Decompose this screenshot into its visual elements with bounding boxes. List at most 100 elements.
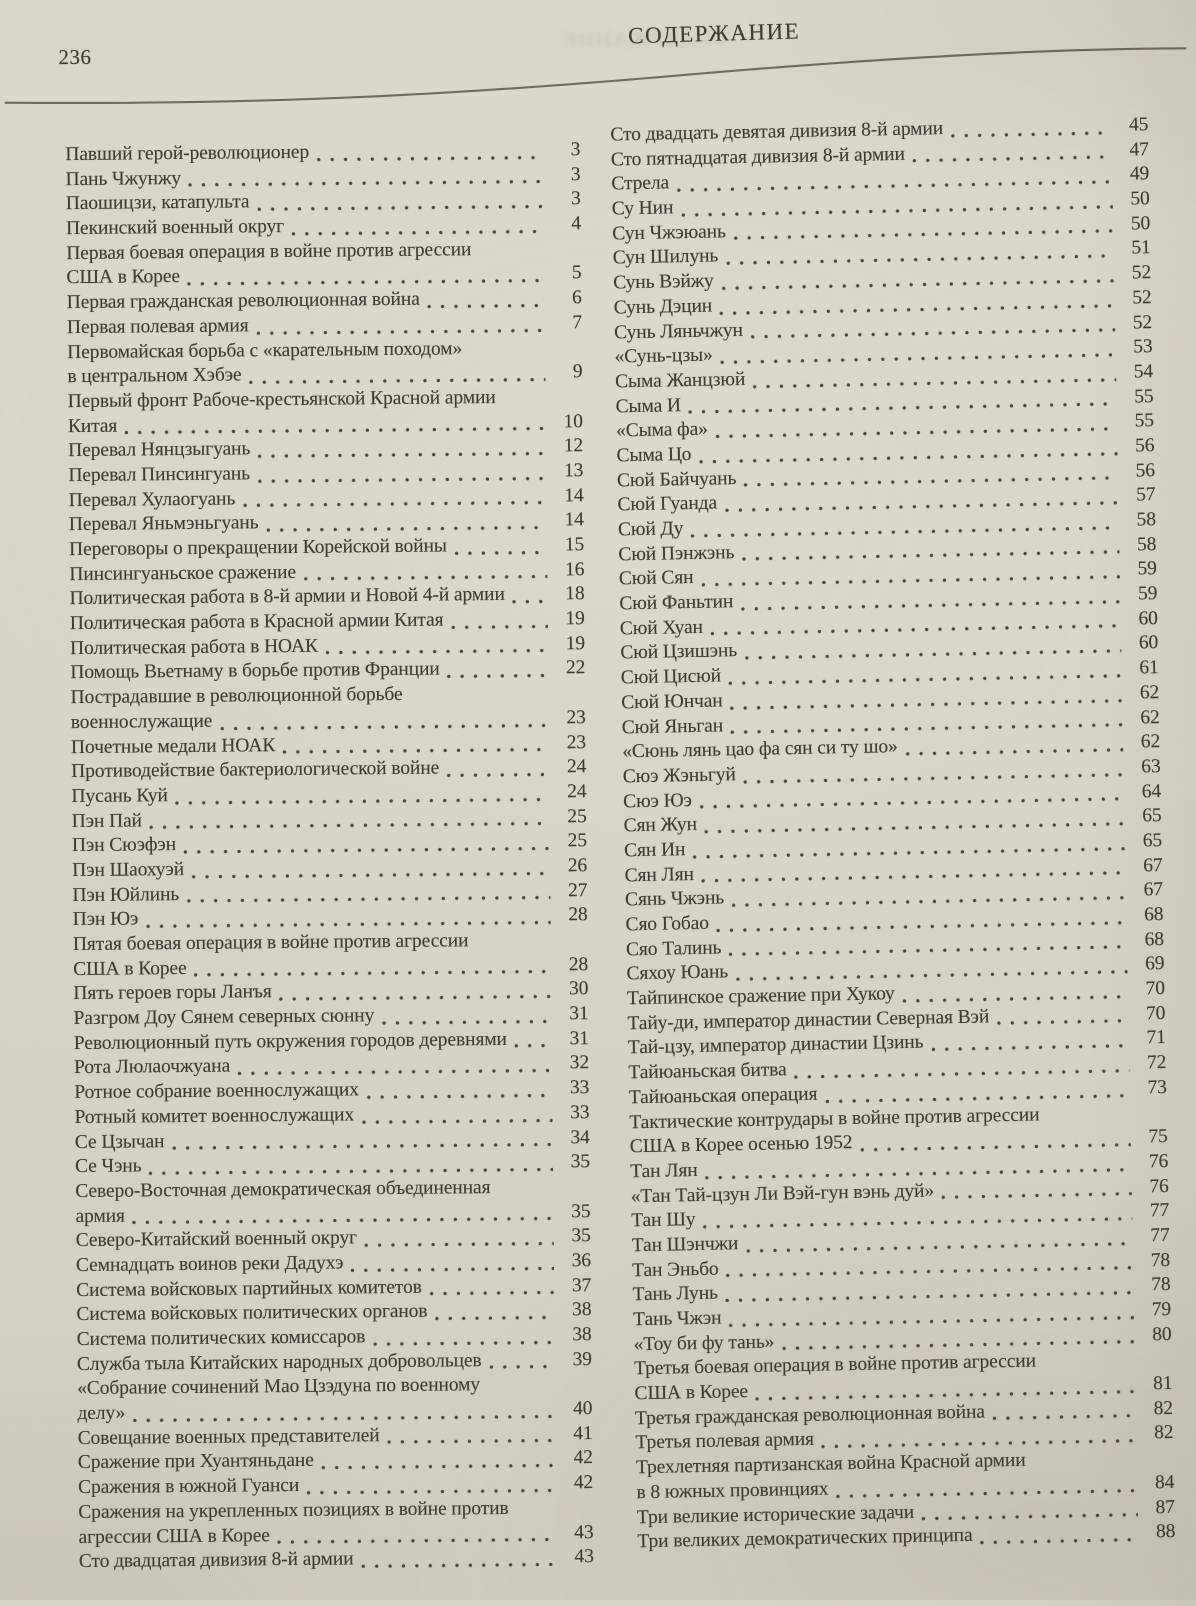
dot-leader bbox=[187, 178, 544, 189]
entry-page-number: 77 bbox=[1149, 1200, 1170, 1222]
toc-column-right: Сто двадцать девятая дивизия 8-й армии 45… bbox=[610, 114, 1175, 1556]
entry-title: Сюэ Юэ bbox=[622, 789, 693, 812]
entry-title: Китая bbox=[67, 415, 118, 437]
entry-title: Три великие исторические задачи bbox=[636, 1501, 915, 1528]
entry-page-number: 38 bbox=[572, 1324, 592, 1346]
dot-leader bbox=[996, 1018, 1129, 1027]
entry-page-number: 19 bbox=[565, 608, 585, 630]
entry-title: Сяо Талинь bbox=[625, 937, 722, 961]
entry-page-number: 6 bbox=[571, 287, 582, 309]
entry-page-number: 35 bbox=[571, 1225, 591, 1247]
dot-leader bbox=[434, 1314, 555, 1322]
entry-page-number: 65 bbox=[1142, 829, 1163, 852]
dot-leader bbox=[276, 1536, 557, 1546]
entry-page-number: 43 bbox=[574, 1521, 594, 1543]
entry-page-number: 27 bbox=[567, 879, 588, 901]
dot-leader bbox=[291, 228, 545, 237]
entry-page-number: 82 bbox=[1153, 1422, 1174, 1444]
entry-page-number: 32 bbox=[569, 1052, 590, 1074]
dot-leader bbox=[242, 499, 547, 509]
entry-page-number: 14 bbox=[564, 484, 584, 506]
entry-title: в центральном Хэбэе bbox=[67, 364, 242, 388]
entry-page-number: 16 bbox=[564, 558, 585, 581]
entry-page-number: 82 bbox=[1153, 1397, 1174, 1420]
entry-page-number: 12 bbox=[563, 435, 584, 457]
entry-title: Почетные медали НОАК bbox=[70, 734, 276, 758]
entry-title: Сун Шилунь bbox=[612, 245, 719, 269]
entry-page-number: 76 bbox=[1149, 1175, 1169, 1197]
entry-page-number: 84 bbox=[1154, 1471, 1175, 1494]
entry-page-number: 63 bbox=[1141, 755, 1161, 778]
entry-title: Тань Лунь bbox=[632, 1282, 719, 1306]
entry-page-number: 78 bbox=[1151, 1274, 1171, 1296]
entry-page-number: 19 bbox=[565, 632, 586, 655]
entry-title: Служба тыла Китайских народных доброволь… bbox=[76, 1349, 482, 1375]
entry-page-number: 37 bbox=[571, 1274, 592, 1296]
entry-title: Противодействие бактериологической войне bbox=[71, 757, 440, 783]
entry-page-number: 33 bbox=[569, 1077, 590, 1099]
entry-page-number: 50 bbox=[1130, 188, 1150, 210]
entry-page-number: 76 bbox=[1148, 1150, 1169, 1173]
entry-title: Сюэ Жэньгуй bbox=[622, 764, 736, 788]
entry-title: Тайпинское сражение при Хукоу bbox=[626, 983, 895, 1010]
entry-page-number: 70 bbox=[1145, 978, 1166, 1000]
dot-leader bbox=[324, 647, 549, 657]
dot-leader bbox=[174, 796, 550, 806]
entry-title: Пятая боевая операция в войне против агр… bbox=[72, 930, 469, 956]
entry-page-number: 70 bbox=[1145, 1002, 1166, 1025]
entry-title: Перевал Пинсингуань bbox=[68, 463, 251, 487]
entry-page-number: 49 bbox=[1129, 163, 1150, 185]
dot-leader bbox=[186, 894, 551, 905]
dot-leader bbox=[303, 573, 548, 583]
entry-page-number: 67 bbox=[1143, 879, 1164, 901]
entry-page-number: 43 bbox=[574, 1546, 594, 1568]
entry-title: Сто пятнадцатая дивизия 8-й армии bbox=[610, 143, 905, 171]
entry-title: Перевал Яньмэньгуань bbox=[68, 512, 259, 536]
entry-page-number: 64 bbox=[1141, 780, 1162, 802]
entry-title: США в Корее bbox=[66, 266, 181, 289]
entry-title: Пэн Сюэфэн bbox=[71, 834, 177, 857]
entry-page-number: 3 bbox=[570, 163, 581, 185]
entry-page-number: 24 bbox=[567, 780, 587, 803]
entry-title: Северо-Восточная демократическая объедин… bbox=[75, 1176, 491, 1202]
entry-page-number: 26 bbox=[567, 855, 588, 877]
entry-title: Пять героев горы Ланъя bbox=[73, 981, 272, 1005]
entry-page-number: 71 bbox=[1146, 1027, 1167, 1049]
entry-page-number: 33 bbox=[570, 1101, 590, 1124]
entry-title: Сунь Дэцин bbox=[613, 295, 713, 319]
dot-leader bbox=[131, 1215, 554, 1226]
entry-title: Ротное собрание военнослужащих bbox=[74, 1079, 359, 1104]
entry-title: Система войсковых партийных комитетов bbox=[76, 1276, 422, 1301]
entry-page-number: 10 bbox=[563, 410, 583, 432]
entry-title: Тань Чжэн bbox=[632, 1307, 722, 1331]
dot-leader bbox=[132, 1413, 556, 1424]
entry-page-number: 35 bbox=[571, 1200, 591, 1222]
dot-leader bbox=[183, 845, 551, 855]
entry-page-number: 13 bbox=[563, 460, 584, 482]
entry-title: Су Нин bbox=[611, 197, 674, 220]
entry-page-number: 45 bbox=[1128, 114, 1149, 136]
entry-title: Перевал Хулаогуань bbox=[68, 488, 236, 511]
entry-page-number: 67 bbox=[1143, 854, 1163, 877]
entry-title: Паошицзи, катапульта bbox=[65, 191, 250, 215]
dot-leader bbox=[255, 326, 546, 336]
entry-title: «Сунь-цзы» bbox=[614, 344, 713, 368]
toc-column-left: Павший герой-революционер 3 Пань Чжунжу 3 Па… bbox=[65, 139, 594, 1576]
dot-leader bbox=[446, 771, 550, 779]
entry-page-number: 38 bbox=[572, 1299, 592, 1321]
entry-title: Первый фронт Рабоче-крестьянской Красной… bbox=[67, 386, 496, 412]
dot-leader bbox=[372, 1339, 555, 1347]
entry-title: Пэн Юэ bbox=[72, 908, 139, 931]
entry-title: Павший герой-революционер bbox=[65, 141, 310, 166]
entry-title: Сюй Сян bbox=[618, 567, 694, 590]
entry-title: Первая гражданская революционная война bbox=[66, 288, 420, 314]
entry-page-number: 65 bbox=[1142, 805, 1162, 827]
entry-page-number: 80 bbox=[1152, 1323, 1172, 1345]
entry-title: Ротный комитет военнослужащих bbox=[74, 1104, 355, 1128]
entry-title: «Собрание сочинений Мао Цзэдуна по военн… bbox=[77, 1374, 481, 1400]
entry-page-number: 88 bbox=[1155, 1521, 1176, 1543]
dot-leader bbox=[306, 1487, 557, 1496]
dot-leader bbox=[901, 993, 1129, 1004]
entry-title: Разгром Доу Сянем северных сюнну bbox=[73, 1005, 375, 1030]
